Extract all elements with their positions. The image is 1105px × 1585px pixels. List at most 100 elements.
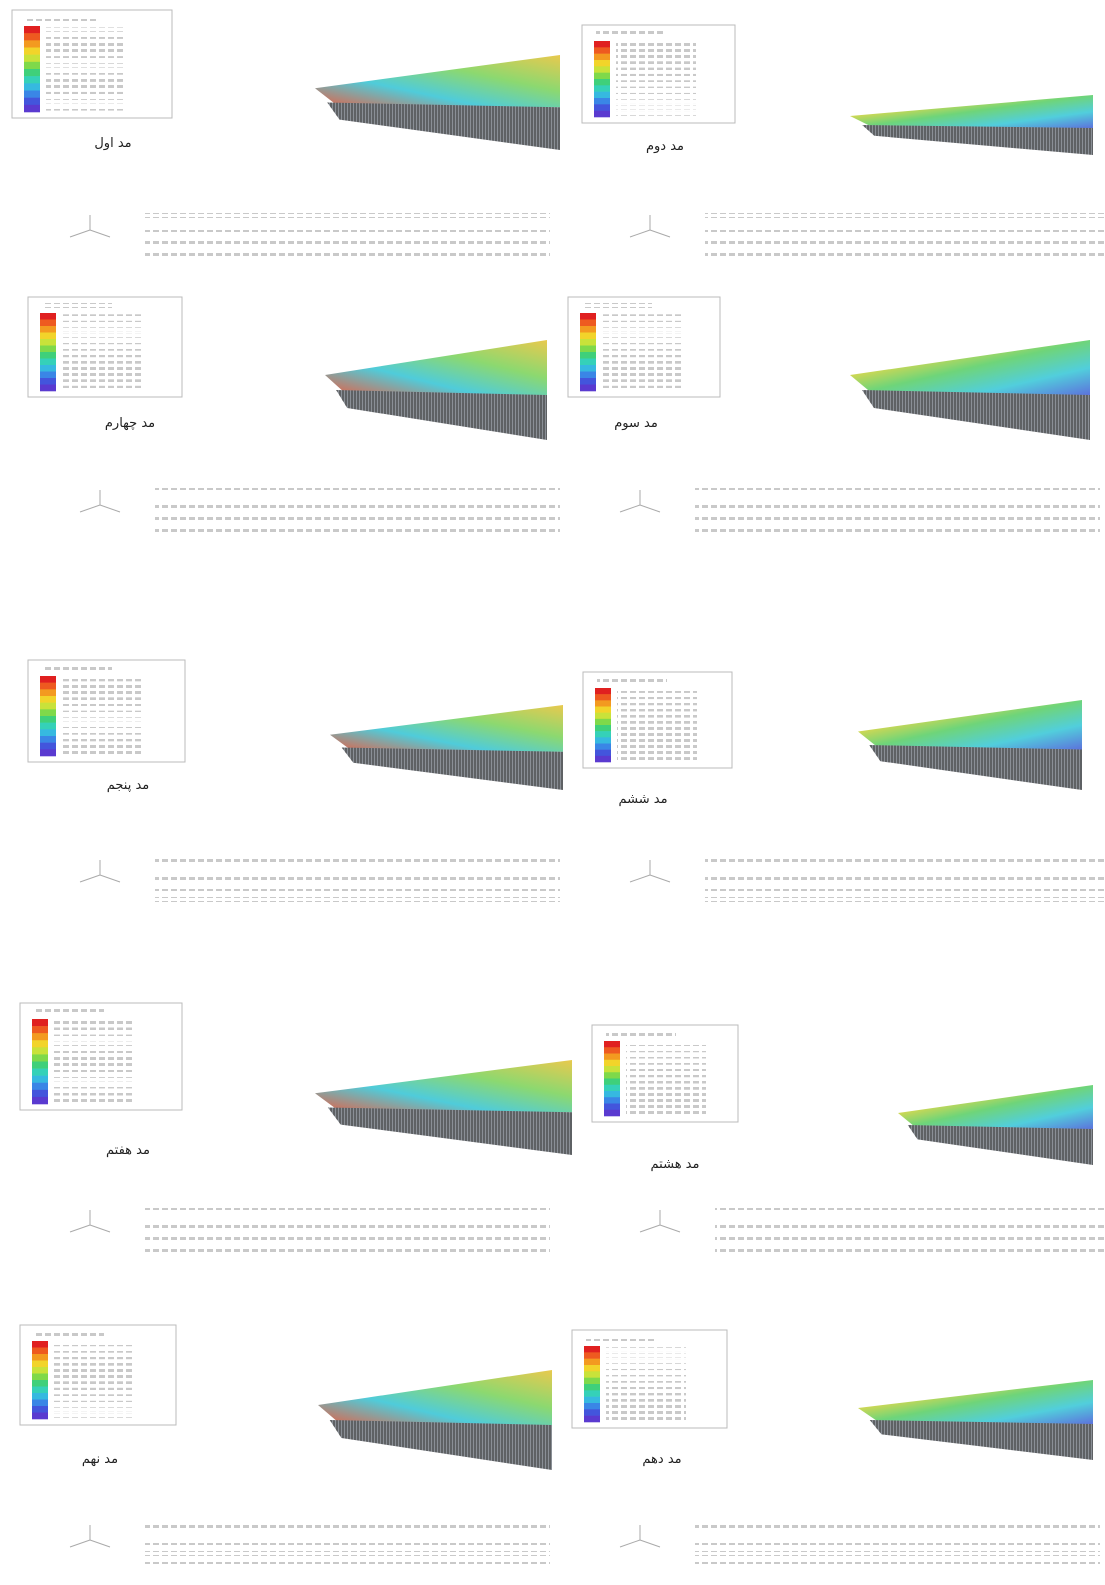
- info-line: [155, 875, 560, 880]
- legend-stripe: [40, 378, 56, 385]
- legend-label: [62, 334, 142, 338]
- legend-stripe: [32, 1076, 48, 1083]
- legend-label: [54, 1098, 134, 1102]
- legend-label: [46, 63, 126, 67]
- legend-stripe: [595, 750, 611, 756]
- info-line: [715, 1225, 1105, 1230]
- legend-label: [62, 717, 142, 721]
- legend-label: [46, 42, 126, 46]
- info-line: [695, 1523, 1100, 1528]
- triad-axis: [80, 875, 100, 882]
- legend-label: [62, 353, 142, 357]
- caption: مد هشتم: [651, 1157, 700, 1172]
- legend-label: [62, 386, 142, 390]
- legend-stripe: [604, 1060, 620, 1067]
- legend-label: [62, 360, 142, 364]
- legend-label: [46, 27, 126, 31]
- plate-top: [850, 340, 1090, 395]
- legend-stripe: [604, 1091, 620, 1098]
- info-line: [705, 230, 1105, 235]
- legend-stripe: [40, 696, 56, 703]
- caption: مد چهارم: [105, 416, 155, 431]
- legend-stripe: [580, 385, 596, 392]
- info-line: [155, 516, 560, 521]
- legend-stripe: [32, 1083, 48, 1090]
- legend-label: [54, 1028, 134, 1032]
- triad-axis: [640, 1540, 660, 1547]
- info-line: [145, 1562, 550, 1567]
- legend-title: [34, 1009, 104, 1014]
- legend-stripe: [584, 1352, 600, 1359]
- legend-label: [54, 1355, 134, 1359]
- legend-label: [54, 1049, 134, 1053]
- legend-label: [54, 1368, 134, 1372]
- info-line: [705, 858, 1105, 863]
- legend-stripe: [24, 55, 40, 62]
- legend-stripe: [594, 41, 610, 48]
- info-line: [705, 886, 1105, 891]
- triad-axis: [620, 1540, 640, 1547]
- info-line: [715, 1236, 1105, 1241]
- legend-label: [617, 757, 697, 761]
- legend-stripe: [595, 756, 611, 762]
- legend-label: [54, 1407, 134, 1411]
- legend-label: [626, 1099, 706, 1103]
- info-line: [145, 1208, 550, 1213]
- legend-stripe: [584, 1416, 600, 1423]
- info-line: [695, 516, 1100, 521]
- legend-label: [62, 724, 142, 728]
- legend-stripe: [595, 737, 611, 743]
- legend-label: [62, 684, 142, 688]
- legend-label: [616, 68, 696, 72]
- legend-stripe: [580, 333, 596, 340]
- legend-label: [602, 366, 682, 370]
- legend-label: [617, 714, 697, 718]
- legend-stripe: [32, 1354, 48, 1361]
- legend-label: [617, 708, 697, 712]
- legend-stripe: [40, 736, 56, 743]
- legend-stripe: [40, 320, 56, 327]
- legend-stripe: [40, 729, 56, 736]
- plate-side: [870, 1420, 1093, 1460]
- legend-label: [606, 1398, 686, 1402]
- legend-label: [617, 695, 697, 699]
- legend-label: [606, 1373, 686, 1377]
- plate-side: [328, 1108, 572, 1156]
- triad-axis: [650, 875, 670, 882]
- legend-stripe: [594, 54, 610, 61]
- legend-stripe: [584, 1409, 600, 1416]
- legend-stripe: [40, 359, 56, 366]
- legend-label: [617, 726, 697, 730]
- legend-stripe: [32, 1413, 48, 1420]
- legend-stripe: [584, 1346, 600, 1353]
- caption: مد ششم: [618, 792, 667, 807]
- legend-label: [606, 1411, 686, 1415]
- legend-label: [602, 327, 682, 331]
- legend-label: [616, 74, 696, 78]
- legend-stripe: [580, 372, 596, 379]
- caption: مد پنجم: [107, 778, 150, 793]
- plate-side: [330, 1420, 552, 1470]
- triad-axis: [70, 1225, 90, 1232]
- info-line: [155, 527, 560, 532]
- legend-label: [46, 99, 126, 103]
- legend-label: [602, 334, 682, 338]
- legend-stripe: [24, 91, 40, 98]
- legend-stripe: [32, 1047, 48, 1054]
- triad-axis: [90, 1540, 110, 1547]
- triad-axis: [660, 1225, 680, 1232]
- legend-label: [54, 1388, 134, 1392]
- legend-stripe: [32, 1367, 48, 1374]
- legend-stripe: [40, 683, 56, 690]
- plate-side: [908, 1125, 1093, 1165]
- triad-axis: [620, 505, 640, 512]
- triad-axis: [100, 505, 120, 512]
- legend-label: [62, 704, 142, 708]
- legend-label: [54, 1342, 134, 1346]
- legend-title: [597, 678, 667, 683]
- legend-label: [54, 1070, 134, 1074]
- triad-axis: [630, 230, 650, 237]
- legend-label: [616, 49, 696, 53]
- legend-stripe: [595, 725, 611, 731]
- legend-stripe: [584, 1365, 600, 1372]
